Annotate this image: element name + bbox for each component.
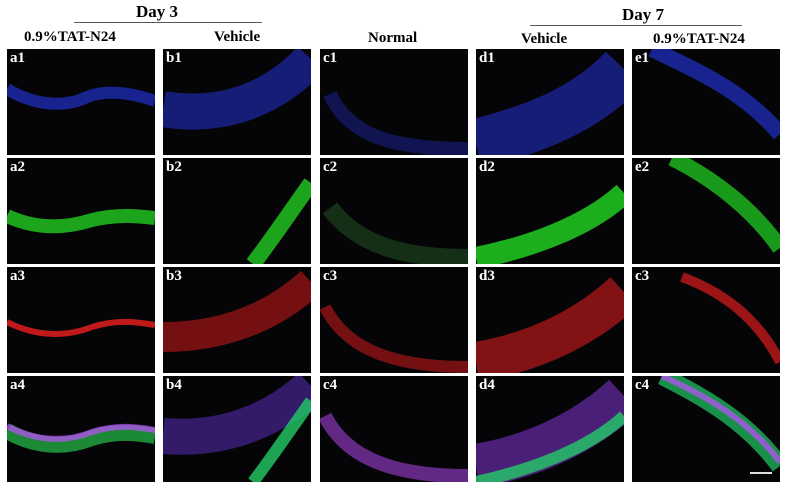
micrograph-image xyxy=(476,379,624,482)
panel-e2: e2 xyxy=(632,158,780,264)
panel-label: d3 xyxy=(479,268,495,284)
micrograph-image xyxy=(246,178,311,264)
panel-label: c2 xyxy=(323,159,338,175)
panel-d2: d2 xyxy=(476,158,624,264)
panel-label: d2 xyxy=(479,159,495,175)
panel-e4: c4 xyxy=(632,376,780,482)
panel-c1: c1 xyxy=(320,49,468,155)
scale-bar xyxy=(750,472,772,474)
day3-rule xyxy=(74,22,262,23)
panel-label: c3 xyxy=(635,268,650,284)
column-title-3: Normal xyxy=(368,30,418,46)
panel-label: a4 xyxy=(10,377,25,393)
micrograph-image xyxy=(668,158,780,253)
micrograph-image xyxy=(7,423,155,453)
day7-rule xyxy=(530,25,742,26)
micrograph-image xyxy=(323,90,468,155)
panel-d4: d4 xyxy=(476,376,624,482)
micrograph-image xyxy=(7,209,155,234)
panel-label: a2 xyxy=(10,159,25,175)
column-title-4: Vehicle xyxy=(521,31,568,47)
panel-label: e2 xyxy=(635,159,650,175)
panel-c2: c2 xyxy=(320,158,468,264)
micrograph-image xyxy=(476,277,624,373)
panel-label: b3 xyxy=(166,268,182,284)
panel-label: b4 xyxy=(166,377,182,393)
panel-a1: a1 xyxy=(7,49,155,155)
panel-c4: c4 xyxy=(320,376,468,482)
column-title-1: 0.9%TAT-N24 xyxy=(24,29,116,45)
panel-label: b1 xyxy=(166,50,182,66)
panel-b4: b4 xyxy=(163,376,311,482)
panel-label: d1 xyxy=(479,50,495,66)
micrograph-image xyxy=(322,202,468,264)
day3-title: Day 3 xyxy=(136,2,179,21)
panel-label: e1 xyxy=(635,50,650,66)
panel-label: c4 xyxy=(323,377,338,393)
micrograph-image xyxy=(476,51,624,155)
micrograph-image xyxy=(320,412,468,482)
micrograph-image xyxy=(657,376,780,472)
micrograph-image xyxy=(7,83,155,110)
panel-a2: a2 xyxy=(7,158,155,264)
micrograph-image xyxy=(476,184,624,264)
panel-c3: c3 xyxy=(320,267,468,373)
micrograph-image xyxy=(7,318,155,337)
panel-label: c1 xyxy=(323,50,338,66)
micrograph-image xyxy=(163,270,311,352)
panel-b3: b3 xyxy=(163,267,311,373)
panel-label: a3 xyxy=(10,268,25,284)
panel-label: a1 xyxy=(10,50,25,66)
panel-b1: b1 xyxy=(163,49,311,155)
panel-a3: a3 xyxy=(7,267,155,373)
day7-title: Day 7 xyxy=(622,5,665,24)
micrograph-image xyxy=(163,49,311,130)
micrograph-image xyxy=(320,304,468,373)
column-title-2: Vehicle xyxy=(214,29,261,45)
panel-label: b2 xyxy=(166,159,182,175)
micrograph-image xyxy=(680,272,780,365)
panel-label: c4 xyxy=(635,377,650,393)
panel-d3: d3 xyxy=(476,267,624,373)
micrograph-image xyxy=(648,49,780,140)
panel-e3: c3 xyxy=(632,267,780,373)
panel-b2: b2 xyxy=(163,158,311,264)
panel-label: d4 xyxy=(479,377,495,393)
panel-e1: e1 xyxy=(632,49,780,155)
column-title-5: 0.9%TAT-N24 xyxy=(653,31,745,47)
panel-d1: d1 xyxy=(476,49,624,155)
panel-label: c3 xyxy=(323,268,338,284)
panel-a4: a4 xyxy=(7,376,155,482)
micrograph-image xyxy=(163,376,311,482)
